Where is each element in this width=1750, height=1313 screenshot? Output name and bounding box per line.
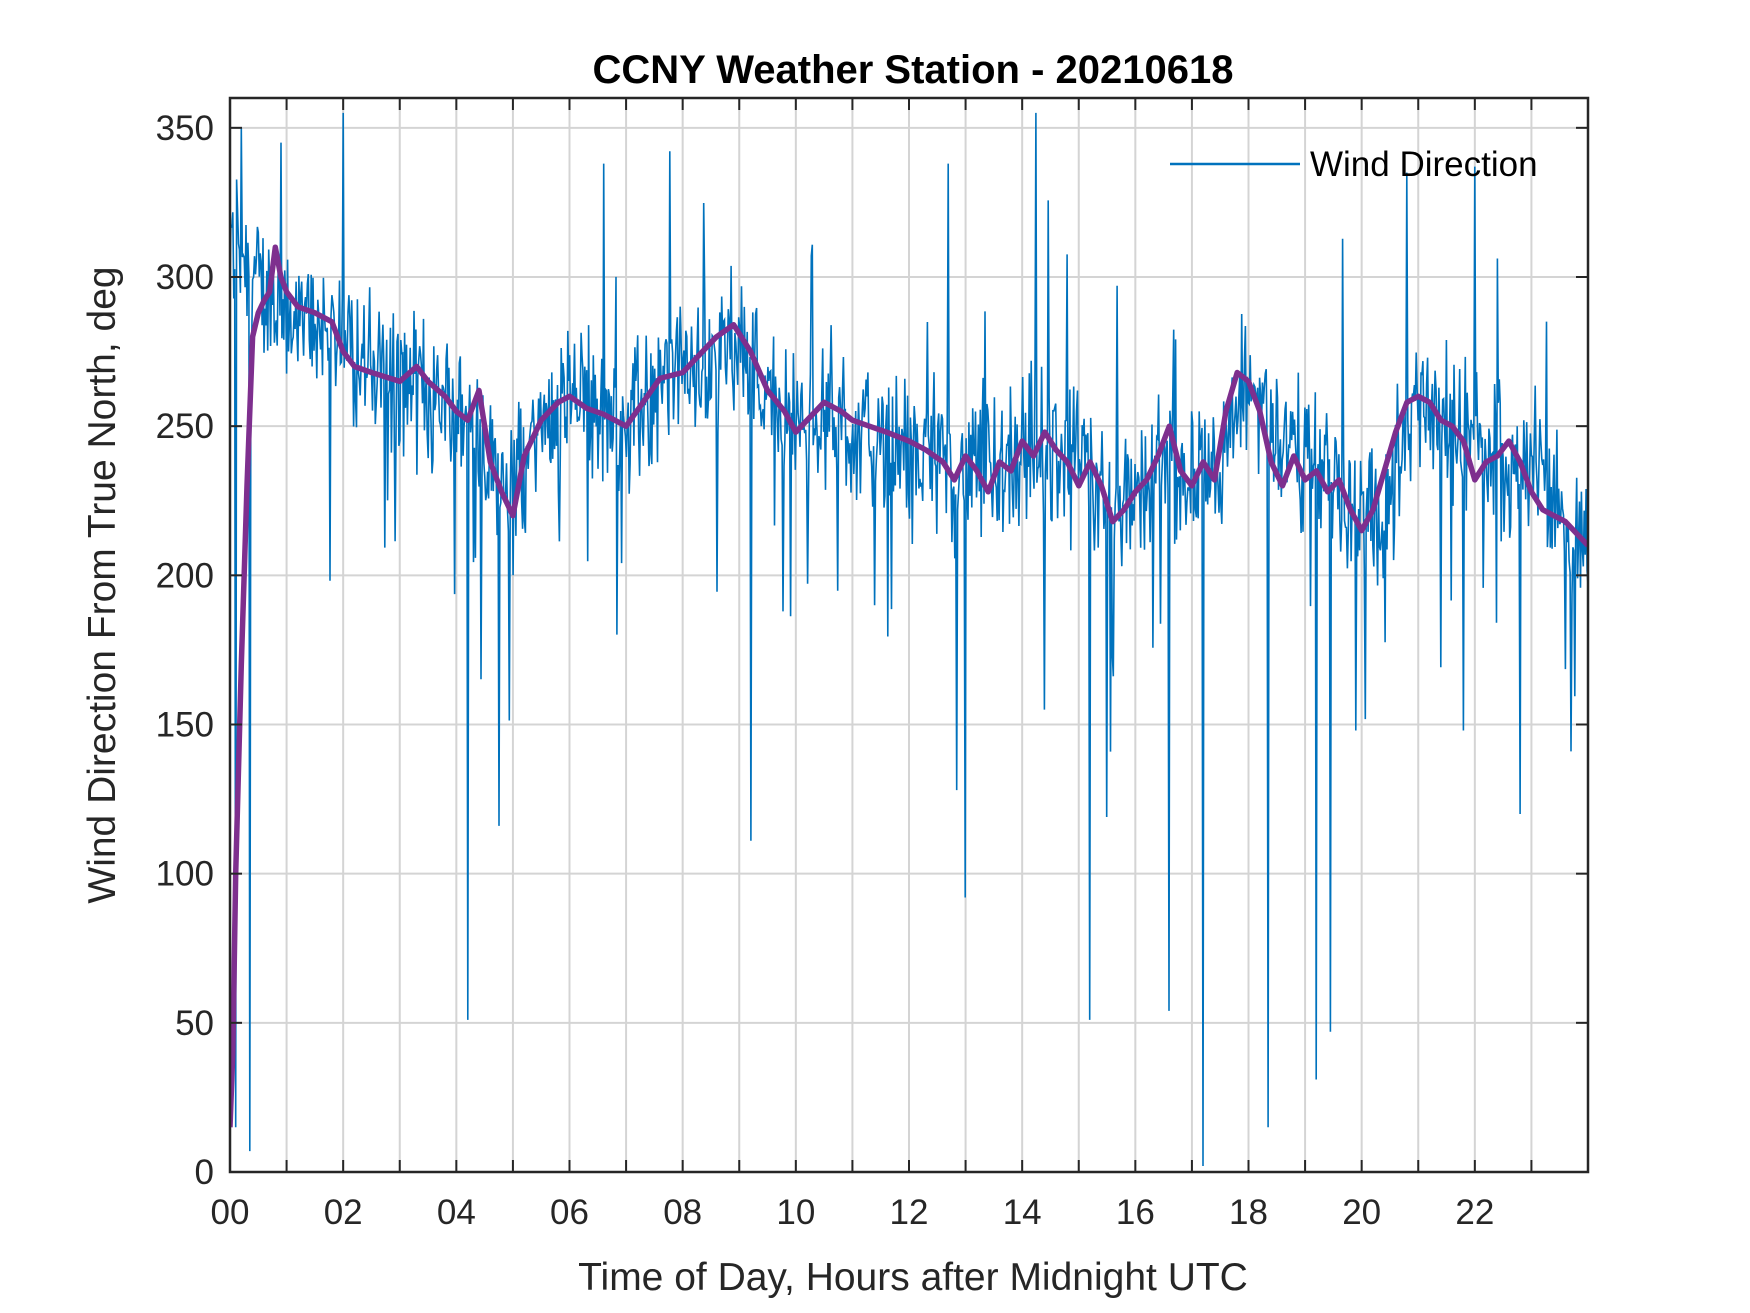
series-line-wind-direction: [230, 112, 1588, 1167]
legend: Wind Direction: [1170, 145, 1538, 184]
grid: [230, 98, 1588, 1172]
x-tick-label: 08: [663, 1193, 702, 1232]
x-tick-label: 04: [437, 1193, 476, 1232]
y-tick-label: 100: [156, 855, 214, 894]
y-tick-label: 300: [156, 258, 214, 297]
x-tick-label: 20: [1342, 1193, 1381, 1232]
y-tick-label: 350: [156, 109, 214, 148]
series-line-wind-direction-smoothed: [230, 244, 1588, 1128]
ticks: 00 02 04 06 08 10 12 14 16 18 20 22 0 50 100 150 200 250 3…: [156, 98, 1589, 1232]
y-tick-label: 250: [156, 407, 214, 446]
chart-title: CCNY Weather Station - 20210618: [593, 48, 1234, 92]
x-tick-label: 06: [550, 1193, 589, 1232]
x-tick-label: 18: [1229, 1193, 1268, 1232]
x-tick-label: 02: [324, 1193, 363, 1232]
y-tick-label: 200: [156, 556, 214, 595]
y-tick-label: 150: [156, 706, 214, 745]
y-tick-label: 50: [175, 1004, 214, 1043]
x-axis-label: Time of Day, Hours after Midnight UTC: [578, 1256, 1248, 1299]
x-tick-label: 00: [211, 1193, 250, 1232]
x-tick-label: 22: [1455, 1193, 1494, 1232]
x-tick-label: 10: [776, 1193, 815, 1232]
plot-area: [230, 112, 1588, 1167]
x-tick-label: 16: [1116, 1193, 1155, 1232]
legend-label-wind-direction: Wind Direction: [1310, 145, 1538, 184]
x-tick-label: 12: [890, 1193, 929, 1232]
x-tick-label: 14: [1003, 1193, 1042, 1232]
y-axis-label: Wind Direction From True North, deg: [81, 266, 124, 903]
y-tick-label: 0: [195, 1153, 214, 1192]
